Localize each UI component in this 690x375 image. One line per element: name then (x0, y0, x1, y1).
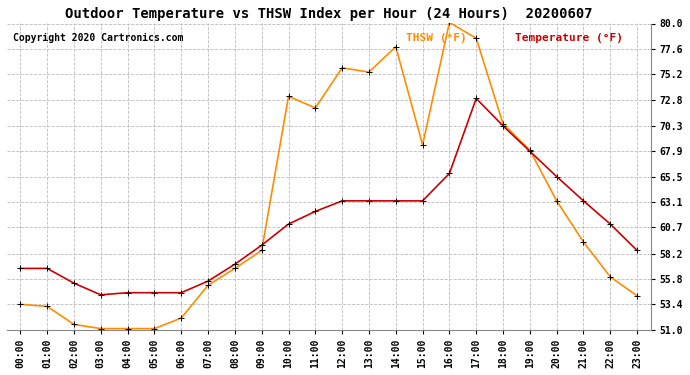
THSW (°F) (150, 326, 159, 331)
THSW (°F) (16, 302, 24, 307)
THSW (°F) (204, 283, 213, 288)
Line: Temperature (°F): Temperature (°F) (17, 95, 640, 298)
THSW (°F) (418, 142, 426, 147)
THSW (°F) (284, 94, 293, 99)
Text: Copyright 2020 Cartronics.com: Copyright 2020 Cartronics.com (13, 33, 184, 43)
THSW (°F) (472, 36, 480, 40)
Temperature (°F) (43, 266, 51, 271)
Text: Temperature (°F): Temperature (°F) (515, 33, 623, 43)
THSW (°F) (311, 106, 319, 110)
Temperature (°F) (499, 124, 507, 128)
Temperature (°F) (472, 96, 480, 101)
Temperature (°F) (606, 222, 614, 226)
Temperature (°F) (633, 248, 641, 253)
Temperature (°F) (284, 222, 293, 226)
THSW (°F) (257, 248, 266, 253)
Temperature (°F) (16, 266, 24, 271)
THSW (°F) (338, 66, 346, 70)
THSW (°F) (177, 316, 186, 320)
THSW (°F) (97, 326, 105, 331)
Title: Outdoor Temperature vs THSW Index per Hour (24 Hours)  20200607: Outdoor Temperature vs THSW Index per Ho… (65, 7, 593, 21)
Temperature (°F) (553, 174, 561, 179)
Temperature (°F) (311, 209, 319, 214)
Temperature (°F) (580, 199, 588, 203)
THSW (°F) (43, 304, 51, 309)
THSW (°F) (580, 240, 588, 244)
Temperature (°F) (338, 199, 346, 203)
Temperature (°F) (526, 149, 534, 153)
THSW (°F) (365, 70, 373, 74)
THSW (°F) (499, 122, 507, 126)
THSW (°F) (124, 326, 132, 331)
Temperature (°F) (97, 292, 105, 297)
Temperature (°F) (204, 279, 213, 284)
Temperature (°F) (257, 243, 266, 248)
THSW (°F) (633, 294, 641, 298)
Temperature (°F) (392, 199, 400, 203)
THSW (°F) (553, 199, 561, 203)
Line: THSW (°F): THSW (°F) (17, 19, 640, 332)
THSW (°F) (526, 148, 534, 152)
Temperature (°F) (177, 291, 186, 295)
Temperature (°F) (418, 199, 426, 203)
Temperature (°F) (445, 171, 453, 176)
Temperature (°F) (230, 262, 239, 267)
Temperature (°F) (70, 281, 78, 285)
Temperature (°F) (365, 199, 373, 203)
Temperature (°F) (124, 291, 132, 295)
Temperature (°F) (150, 291, 159, 295)
THSW (°F) (392, 45, 400, 49)
THSW (°F) (230, 266, 239, 271)
THSW (°F) (606, 274, 614, 279)
THSW (°F) (70, 322, 78, 327)
THSW (°F) (445, 20, 453, 25)
Text: THSW (°F): THSW (°F) (406, 33, 466, 43)
